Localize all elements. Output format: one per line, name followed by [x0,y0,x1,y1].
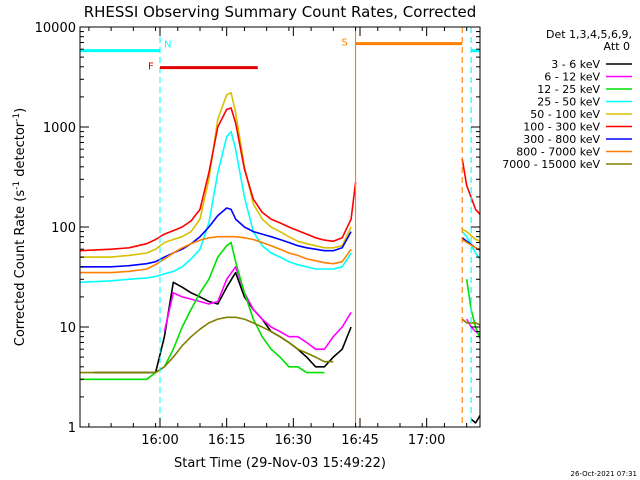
series-line-50-100-kev [461,228,480,242]
y-tick-label: 100 [51,221,76,236]
x-tick-label: 16:00 [141,433,178,448]
annotation-label-n: N [164,40,171,51]
series-line-7000-15000-kev [461,318,480,326]
series-line-12-25-kev [80,241,325,381]
x-tick-label: 16:30 [275,433,312,448]
series-line-3-6-kev [93,271,352,374]
series-line-800-7000-kev [461,238,480,251]
series-line-25-50-kev [80,130,352,284]
y-tick-label: 1 [68,421,76,436]
legend-label-7000-15000-kev: 7000 - 15000 keV [502,158,600,171]
series-line-50-100-kev [80,92,352,258]
annotation-label-s: S [342,38,348,49]
x-tick-label: 17:00 [408,433,445,448]
legend-label-800-7000-kev: 800 - 7000 keV [516,146,600,159]
chart-title: RHESSI Observing Summary Count Rates, Co… [84,3,477,21]
y-axis-label: Corrected Count Rate (s-1 detector-1) [12,108,28,346]
plot-frame [79,26,481,428]
annotation-label-f: F [148,62,154,73]
series-line-7000-15000-kev [80,316,334,374]
plot-area: NF S 16:00 16:15 16:30 16:45 17:00 1 10 100 1000 10… [35,21,481,448]
series-line-25-50-kev [461,231,480,261]
legend-label-50-100-kev: 50 - 100 keV [530,108,600,121]
series-line-800-7000-kev [80,235,352,274]
y-tick-label: 10000 [35,21,76,36]
y-tick-label: 1000 [43,121,76,136]
legend-label-6-12-kev: 6 - 12 keV [544,71,600,84]
legend-detector-line1: Det 1,3,4,5,6,9, [546,28,632,41]
legend-label-300-800-kev: 300 - 800 keV [523,133,600,146]
series-line-3-6-kev [470,414,480,424]
legend-label-100-300-kev: 100 - 300 keV [523,121,600,134]
legend-label-25-50-kev: 25 - 50 keV [537,96,600,109]
series-line-100-300-kev [461,158,480,216]
x-axis-label: Start Time (29-Nov-03 15:49:22) [174,456,386,471]
legend-detector-line2: Att 0 [604,40,630,53]
plot-inner [80,27,480,427]
legend-label-3-6-kev: 3 - 6 keV [551,58,600,71]
series-line-6-12-kev [466,318,480,336]
x-tick-label: 16:15 [208,433,245,448]
legend-label-12-25-kev: 12 - 25 keV [537,83,600,96]
series-line-12-25-kev [465,279,480,341]
y-tick-label: 10 [59,321,76,336]
x-tick-label: 16:45 [341,433,378,448]
footer-timestamp: 26-Oct-2021 07:31 [571,470,637,478]
series-line-100-300-kev [80,107,357,252]
